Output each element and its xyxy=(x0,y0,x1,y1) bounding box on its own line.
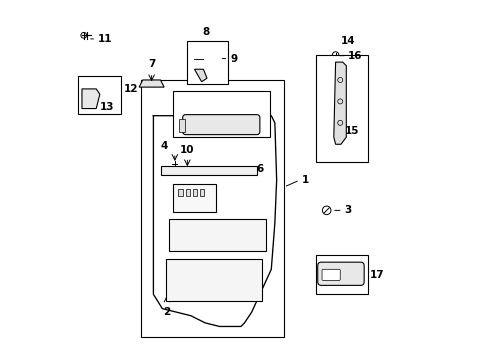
Bar xyxy=(178,189,183,196)
Bar xyxy=(169,219,265,251)
Bar xyxy=(165,258,262,301)
Text: 16: 16 xyxy=(347,51,362,61)
Text: 5: 5 xyxy=(172,118,179,128)
Bar xyxy=(179,119,184,132)
FancyBboxPatch shape xyxy=(317,262,364,285)
Text: 4: 4 xyxy=(160,141,167,152)
Text: 1: 1 xyxy=(301,175,308,185)
Text: 13: 13 xyxy=(100,103,114,112)
Bar xyxy=(160,166,257,175)
FancyBboxPatch shape xyxy=(183,114,259,135)
Text: 2: 2 xyxy=(163,307,170,317)
Text: 7: 7 xyxy=(148,59,155,69)
FancyBboxPatch shape xyxy=(187,41,228,84)
Text: 15: 15 xyxy=(344,126,358,136)
Text: 11: 11 xyxy=(98,34,112,44)
Polygon shape xyxy=(333,62,346,144)
FancyBboxPatch shape xyxy=(315,255,367,294)
Polygon shape xyxy=(194,69,206,82)
Bar xyxy=(173,184,216,212)
Polygon shape xyxy=(82,89,100,109)
Text: 9: 9 xyxy=(230,54,237,64)
FancyBboxPatch shape xyxy=(173,91,269,137)
Text: 8: 8 xyxy=(202,27,209,37)
Text: 3: 3 xyxy=(344,205,351,215)
FancyBboxPatch shape xyxy=(78,76,121,114)
Polygon shape xyxy=(139,80,164,87)
Text: 6: 6 xyxy=(256,164,264,174)
FancyBboxPatch shape xyxy=(141,80,283,337)
Text: 17: 17 xyxy=(369,270,384,280)
Bar xyxy=(192,189,197,196)
FancyBboxPatch shape xyxy=(315,55,367,162)
Bar xyxy=(200,189,204,196)
Bar xyxy=(185,189,190,196)
FancyBboxPatch shape xyxy=(322,269,340,280)
Text: 14: 14 xyxy=(340,36,355,46)
Text: 10: 10 xyxy=(180,145,194,155)
Text: 12: 12 xyxy=(123,84,138,94)
